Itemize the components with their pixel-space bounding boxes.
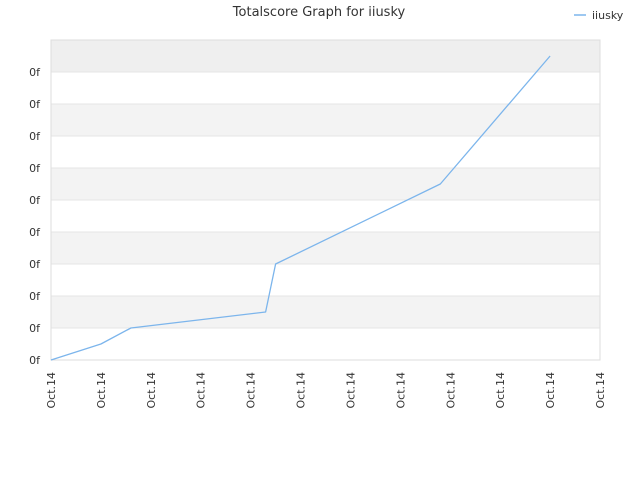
x-tick-label: Oct.14	[245, 372, 258, 409]
x-tick-label: Oct.14	[594, 372, 607, 409]
x-tick-label: Oct.14	[195, 372, 208, 409]
series-layer	[50, 55, 551, 361]
y-tick-label: 0f	[29, 66, 41, 79]
x-tick-label: Oct.14	[95, 372, 108, 409]
y-tick-label: 0f	[29, 322, 41, 335]
plot-band	[51, 264, 600, 296]
y-tick-label: 0f	[29, 162, 41, 175]
chart-title: Totalscore Graph for iiusky	[232, 5, 406, 20]
x-tick-label: Oct.14	[344, 372, 357, 409]
plot-band	[51, 296, 600, 328]
plot-band	[51, 232, 600, 264]
series-line-iiusky	[50, 55, 551, 361]
plot-band	[51, 200, 600, 232]
plot-border	[50, 39, 601, 361]
y-tick-label: 0f	[29, 130, 41, 143]
y-tick-label: 0f	[29, 258, 41, 271]
x-tick-label: Oct.14	[394, 372, 407, 409]
x-tick-label: Oct.14	[544, 372, 557, 409]
y-tick-label: 0f	[29, 354, 41, 367]
x-tick-label: Oct.14	[145, 372, 158, 409]
y-tick-label: 0f	[29, 290, 41, 303]
legend[interactable]: iiusky	[574, 9, 624, 22]
plot-band	[51, 72, 600, 104]
y-tick-label: 0f	[29, 226, 41, 239]
x-tick-label: Oct.14	[494, 372, 507, 409]
x-tick-label: Oct.14	[45, 372, 58, 409]
x-tick-label: Oct.14	[444, 372, 457, 409]
y-tick-label: 0f	[29, 98, 41, 111]
plot-band	[51, 136, 600, 168]
x-axis-ticks: Oct.14 Oct.14 Oct.14 Oct.14 Oct.14 Oct.14 Oct.…	[45, 372, 607, 409]
plot-band	[51, 40, 600, 72]
plot-band	[51, 328, 600, 360]
y-axis-ticks: 0f 0f 0f 0f 0f 0f 0f 0f 0f 0f	[29, 66, 41, 367]
plot-bands	[51, 40, 600, 360]
plot-band	[51, 104, 600, 136]
plot-band	[51, 168, 600, 200]
legend-label-iiusky: iiusky	[592, 9, 624, 22]
x-tick-label: Oct.14	[295, 372, 308, 409]
y-tick-label: 0f	[29, 194, 41, 207]
